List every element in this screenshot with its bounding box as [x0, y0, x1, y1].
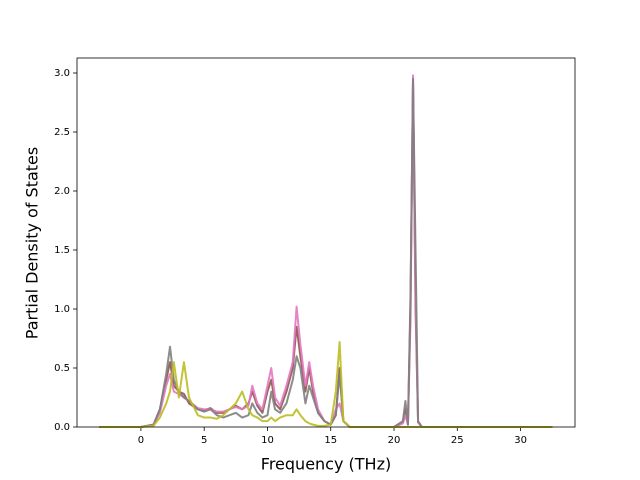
x-tick-label: 30 [514, 435, 527, 446]
y-tick-label: 1.5 [54, 245, 70, 256]
series-line [99, 77, 553, 428]
y-axis-title: Partial Density of States [23, 147, 42, 339]
x-tick-label: 10 [261, 435, 274, 446]
y-tick-label: 1.0 [54, 304, 70, 315]
x-tick-label: 25 [451, 435, 464, 446]
y-tick-label: 2.0 [54, 186, 70, 197]
x-tick-label: 5 [201, 435, 207, 446]
plot-frame [76, 57, 576, 428]
y-tick-label: 3.0 [54, 68, 70, 79]
x-axis-title: Frequency (THz) [261, 455, 391, 474]
y-tick-label: 0.5 [54, 363, 70, 374]
y-tick-label: 2.5 [54, 127, 70, 138]
series-line [99, 77, 553, 428]
y-tick-label: 0.0 [54, 422, 70, 433]
x-tick-label: 15 [324, 435, 337, 446]
x-tick-label: 0 [138, 435, 144, 446]
x-tick-label: 20 [388, 435, 401, 446]
